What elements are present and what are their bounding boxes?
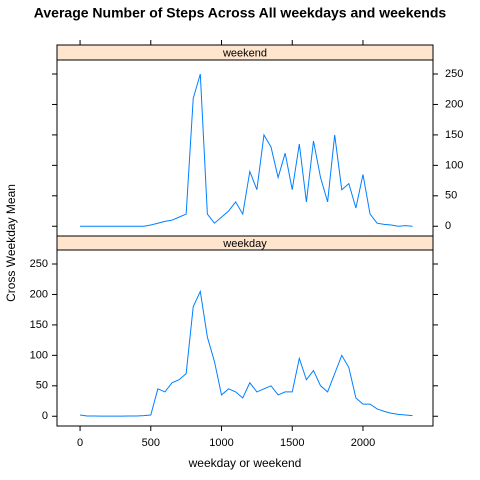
x-tick-label: 500 (142, 437, 160, 449)
panel (56, 249, 434, 427)
y-tick-label: 0 (445, 220, 451, 232)
chart-title: Average Number of Steps Across All weekd… (34, 5, 447, 21)
y-tick-label: 100 (30, 349, 48, 361)
y-tick-label: 150 (30, 319, 48, 331)
y-tick-label: 200 (30, 288, 48, 300)
panel (56, 59, 434, 237)
series-line (79, 289, 413, 417)
strip-label: weekend (222, 47, 267, 59)
strip-label: weekday (222, 238, 267, 250)
x-tick-label: 1000 (209, 437, 233, 449)
y-tick-label: 0 (42, 410, 48, 422)
series-line (80, 73, 413, 227)
x-axis-label: weekday or weekend (188, 456, 302, 470)
y-axis-label: Cross Weekday Mean (4, 184, 18, 302)
y-tick-label: 100 (445, 159, 463, 171)
y-tick-label: 250 (30, 258, 48, 270)
y-tick-label: 250 (445, 68, 463, 80)
y-tick-label: 150 (445, 129, 463, 141)
x-tick-label: 0 (77, 437, 83, 449)
x-tick-label: 1500 (280, 437, 304, 449)
y-tick-label: 200 (445, 98, 463, 110)
y-tick-label: 50 (445, 190, 457, 202)
y-tick-label: 50 (36, 380, 48, 392)
x-tick-label: 2000 (351, 437, 375, 449)
